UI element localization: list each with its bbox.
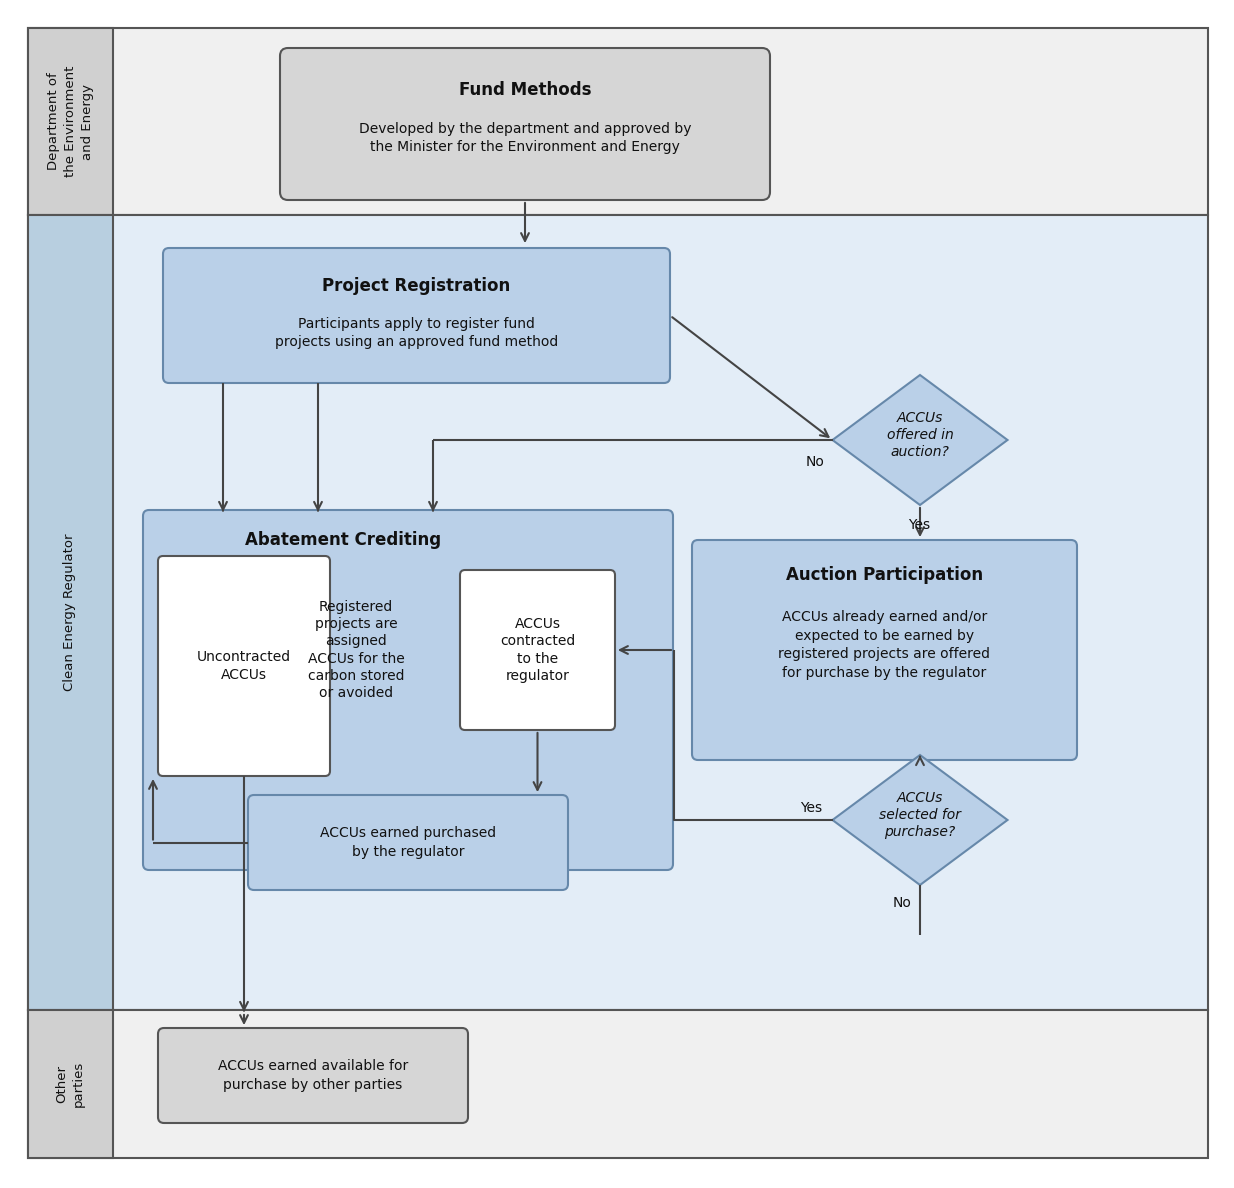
- Bar: [28, 215, 1208, 1010]
- FancyBboxPatch shape: [158, 556, 329, 776]
- Text: No: No: [893, 896, 912, 910]
- Text: Department of
the Environment
and Energy: Department of the Environment and Energy: [47, 65, 94, 177]
- Text: ACCUs
contracted
to the
regulator: ACCUs contracted to the regulator: [500, 617, 575, 683]
- FancyBboxPatch shape: [143, 510, 673, 870]
- Text: Fund Methods: Fund Methods: [459, 81, 591, 99]
- Text: ACCUs
offered in
auction?: ACCUs offered in auction?: [886, 411, 954, 460]
- FancyBboxPatch shape: [692, 541, 1077, 760]
- Bar: [28, 1010, 114, 1158]
- Text: ACCUs earned available for
purchase by other parties: ACCUs earned available for purchase by o…: [218, 1060, 408, 1092]
- FancyBboxPatch shape: [158, 1028, 468, 1123]
- Text: Project Registration: Project Registration: [322, 277, 511, 295]
- Text: No: No: [806, 455, 824, 469]
- Text: ACCUs earned purchased
by the regulator: ACCUs earned purchased by the regulator: [320, 827, 496, 859]
- FancyBboxPatch shape: [460, 570, 615, 729]
- Text: ACCUs
selected for
purchase?: ACCUs selected for purchase?: [879, 791, 961, 839]
- Bar: [28, 29, 1208, 215]
- FancyBboxPatch shape: [163, 248, 670, 383]
- Text: Abatement Crediting: Abatement Crediting: [244, 531, 441, 549]
- Text: Yes: Yes: [908, 518, 930, 532]
- Text: Participants apply to register fund
projects using an approved fund method: Participants apply to register fund proj…: [275, 316, 558, 349]
- Text: ACCUs already earned and/or
expected to be earned by
registered projects are off: ACCUs already earned and/or expected to …: [779, 609, 991, 681]
- Text: Yes: Yes: [801, 801, 823, 815]
- Text: Registered
projects are
assigned
ACCUs for the
carbon stored
or avoided: Registered projects are assigned ACCUs f…: [307, 600, 405, 700]
- Text: Clean Energy Regulator: Clean Energy Regulator: [63, 533, 77, 691]
- Polygon shape: [833, 375, 1007, 505]
- Text: Developed by the department and approved by
the Minister for the Environment and: Developed by the department and approved…: [359, 121, 691, 154]
- FancyBboxPatch shape: [248, 795, 568, 890]
- Text: Other
parties: Other parties: [56, 1061, 85, 1107]
- Text: Auction Participation: Auction Participation: [786, 565, 983, 584]
- FancyBboxPatch shape: [280, 48, 770, 200]
- Bar: [28, 29, 114, 215]
- Text: Uncontracted
ACCUs: Uncontracted ACCUs: [197, 650, 291, 682]
- Bar: [28, 1010, 1208, 1158]
- Polygon shape: [833, 756, 1007, 885]
- Bar: [28, 215, 114, 1010]
